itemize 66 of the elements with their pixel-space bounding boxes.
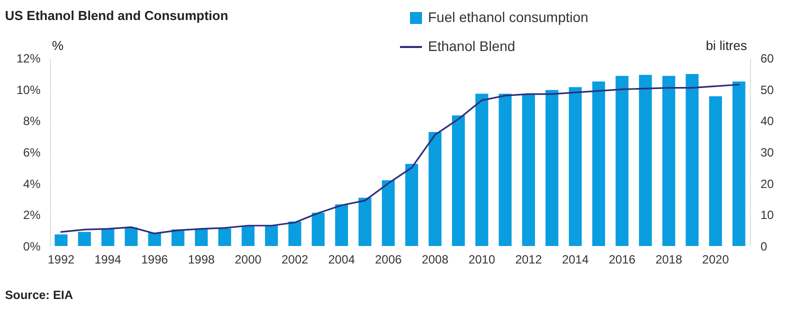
y2-tick-label: 50 bbox=[760, 82, 774, 97]
bar bbox=[732, 82, 746, 246]
bar bbox=[568, 87, 582, 246]
x-tick-label: 2014 bbox=[562, 252, 589, 266]
y-tick-label: 0% bbox=[23, 240, 41, 254]
legend-label: Fuel ethanol consumption bbox=[428, 9, 588, 25]
bar bbox=[54, 234, 68, 246]
bar bbox=[382, 180, 395, 246]
bar bbox=[194, 228, 208, 246]
bar bbox=[148, 232, 162, 246]
y2-tick-label: 10 bbox=[760, 208, 774, 222]
x-tick-label: 2008 bbox=[422, 252, 449, 266]
x-tick-label: 1994 bbox=[94, 252, 122, 266]
line-series bbox=[60, 84, 740, 234]
y-tick-label: 4% bbox=[23, 176, 41, 191]
y2-axis-title: bi litres bbox=[706, 38, 748, 53]
bar bbox=[172, 229, 184, 246]
bar bbox=[686, 74, 699, 246]
bar bbox=[498, 94, 512, 246]
bar bbox=[475, 94, 488, 246]
x-tick-label: 1998 bbox=[188, 252, 216, 266]
bar bbox=[312, 212, 325, 246]
bar bbox=[616, 76, 628, 246]
bar bbox=[101, 228, 114, 246]
y2-tick-label: 20 bbox=[760, 176, 774, 191]
bar bbox=[638, 74, 652, 246]
legend-label: Ethanol Blend bbox=[428, 38, 516, 54]
bar bbox=[288, 222, 302, 246]
x-tick-label: 2010 bbox=[468, 252, 496, 266]
bar bbox=[709, 96, 722, 246]
y-axis-title: % bbox=[52, 38, 64, 53]
x-tick-label: 2012 bbox=[515, 252, 542, 266]
y-tick-label: 10% bbox=[16, 82, 41, 97]
x-tick-label: 2018 bbox=[655, 252, 682, 266]
bar bbox=[335, 204, 348, 246]
bar bbox=[124, 228, 138, 246]
bar bbox=[522, 94, 535, 246]
x-tick-label: 2000 bbox=[234, 252, 262, 266]
bar bbox=[405, 164, 418, 246]
y2-tick-label: 30 bbox=[760, 146, 774, 160]
chart-title: US Ethanol Blend and Consumption bbox=[5, 8, 228, 23]
bar bbox=[242, 226, 255, 246]
y-tick-label: 8% bbox=[23, 114, 41, 128]
x-tick-label: 1996 bbox=[141, 252, 168, 266]
x-tick-label: 2004 bbox=[328, 252, 356, 266]
bar bbox=[545, 90, 558, 246]
bar bbox=[265, 225, 278, 246]
y2-tick-label: 40 bbox=[760, 114, 774, 128]
bar bbox=[218, 228, 232, 246]
y-tick-label: 6% bbox=[23, 146, 41, 160]
x-tick-label: 2020 bbox=[702, 252, 730, 266]
y-tick-label: 2% bbox=[23, 208, 41, 222]
bar bbox=[428, 132, 442, 246]
x-tick-label: 2002 bbox=[281, 252, 308, 266]
bar bbox=[452, 115, 465, 246]
y-tick-label: 12% bbox=[16, 52, 41, 66]
x-tick-label: 1992 bbox=[48, 252, 75, 266]
y2-tick-label: 60 bbox=[760, 52, 774, 66]
x-tick-label: 2006 bbox=[374, 252, 402, 266]
bar bbox=[662, 76, 676, 246]
x-tick-label: 2016 bbox=[608, 252, 636, 266]
bar bbox=[358, 198, 372, 246]
bar bbox=[592, 82, 606, 246]
bar bbox=[78, 232, 91, 246]
source-note: Source: EIA bbox=[5, 288, 74, 302]
y2-tick-label: 0 bbox=[760, 240, 768, 254]
